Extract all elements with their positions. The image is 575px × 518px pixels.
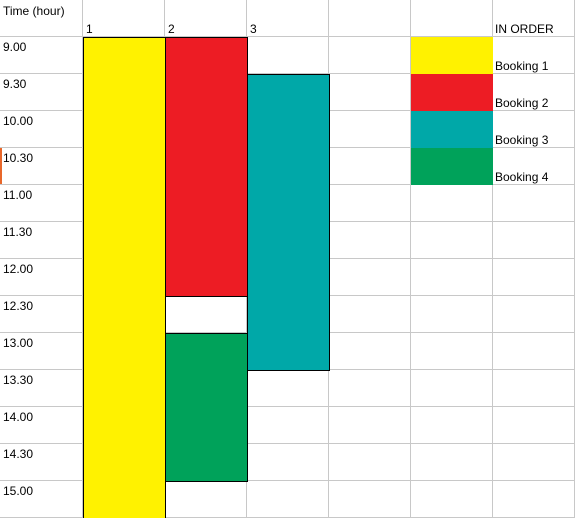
grid-cell[interactable] [493, 259, 575, 296]
booking-block-2[interactable] [165, 37, 248, 297]
grid-cell[interactable] [493, 185, 575, 222]
grid-cell[interactable] [411, 222, 493, 259]
grid-cell[interactable] [329, 74, 411, 111]
grid-cell[interactable] [411, 407, 493, 444]
grid-cell[interactable] [411, 0, 493, 37]
grid-cell[interactable] [0, 74, 83, 111]
grid-cell[interactable] [493, 407, 575, 444]
grid-cell[interactable] [493, 148, 575, 185]
time-slot-label: 9.00 [3, 40, 27, 54]
grid-cell[interactable] [493, 0, 575, 37]
grid-cell[interactable] [0, 37, 83, 74]
grid-cell[interactable] [493, 37, 575, 74]
legend-label-4: Booking 4 [495, 170, 549, 184]
time-slot-label: 9.30 [3, 77, 27, 91]
legend-swatch-2 [411, 74, 493, 111]
grid-cell[interactable] [83, 0, 165, 37]
grid-cell[interactable] [247, 0, 329, 37]
grid-cell[interactable] [165, 0, 247, 37]
grid-cell[interactable] [0, 185, 83, 222]
time-slot-label: 13.00 [3, 336, 34, 350]
grid-cell[interactable] [0, 148, 83, 185]
time-slot-label: 12.30 [3, 299, 34, 313]
legend-swatch-3 [411, 111, 493, 148]
grid-cell[interactable] [0, 296, 83, 333]
grid-cell[interactable] [247, 370, 329, 407]
time-slot-label: 13.30 [3, 373, 34, 387]
grid-cell[interactable] [493, 74, 575, 111]
time-slot-label: 10.00 [3, 114, 34, 128]
grid-cell[interactable] [329, 37, 411, 74]
grid-cell[interactable] [493, 444, 575, 481]
column-header-3: 3 [250, 22, 257, 36]
booking-block-3[interactable] [247, 74, 330, 371]
grid-cell[interactable] [329, 111, 411, 148]
grid-cell[interactable] [329, 370, 411, 407]
grid-cell[interactable] [247, 37, 329, 74]
selected-row-marker [0, 148, 2, 184]
grid-cell[interactable] [165, 296, 247, 333]
legend-swatch-4 [411, 148, 493, 185]
grid-cell[interactable] [411, 481, 493, 518]
time-header-label: Time (hour) [3, 4, 65, 18]
booking-block-4[interactable] [165, 333, 248, 482]
grid-cell[interactable] [411, 296, 493, 333]
grid-cell[interactable] [329, 0, 411, 37]
grid-cell[interactable] [329, 148, 411, 185]
grid-cell[interactable] [0, 111, 83, 148]
grid-cell[interactable] [411, 333, 493, 370]
grid-cell[interactable] [411, 444, 493, 481]
time-slot-label: 11.00 [3, 188, 33, 202]
grid-cell[interactable] [493, 296, 575, 333]
legend-title: IN ORDER [495, 22, 554, 36]
grid-cell[interactable] [493, 481, 575, 518]
grid-cell[interactable] [329, 259, 411, 296]
grid-cell[interactable] [329, 407, 411, 444]
grid-cell[interactable] [493, 222, 575, 259]
grid-cell[interactable] [165, 481, 247, 518]
grid-cell[interactable] [493, 111, 575, 148]
time-slot-label: 14.00 [3, 410, 34, 424]
time-slot-label: 14.30 [3, 447, 34, 461]
time-slot-label: 12.00 [3, 262, 34, 276]
grid-cell[interactable] [329, 444, 411, 481]
grid-cell[interactable] [493, 333, 575, 370]
legend-label-2: Booking 2 [495, 96, 549, 110]
grid-cell[interactable] [0, 333, 83, 370]
grid-cell[interactable] [411, 370, 493, 407]
legend-label-1: Booking 1 [495, 59, 549, 73]
time-slot-label: 11.30 [3, 225, 33, 239]
grid-cell[interactable] [329, 222, 411, 259]
time-slot-label: 15.00 [3, 484, 34, 498]
time-slot-label: 10.30 [3, 151, 34, 165]
booking-block-1[interactable] [83, 37, 166, 518]
grid-cell[interactable] [0, 0, 83, 37]
grid-cell[interactable] [411, 185, 493, 222]
column-header-1: 1 [86, 22, 93, 36]
grid-cell[interactable] [0, 259, 83, 296]
grid-cell[interactable] [247, 407, 329, 444]
grid-cell[interactable] [329, 185, 411, 222]
grid-cell[interactable] [247, 481, 329, 518]
grid-cell[interactable] [329, 333, 411, 370]
grid-cell[interactable] [0, 370, 83, 407]
legend-swatch-1 [411, 37, 493, 74]
grid-cell[interactable] [0, 481, 83, 518]
column-header-2: 2 [168, 22, 175, 36]
grid-cell[interactable] [411, 259, 493, 296]
grid-cell[interactable] [493, 370, 575, 407]
grid-cell[interactable] [247, 444, 329, 481]
legend-label-3: Booking 3 [495, 133, 549, 147]
grid-cell[interactable] [0, 222, 83, 259]
grid-cell[interactable] [329, 481, 411, 518]
grid-cell[interactable] [0, 407, 83, 444]
grid-cell[interactable] [329, 296, 411, 333]
grid-cell[interactable] [0, 444, 83, 481]
